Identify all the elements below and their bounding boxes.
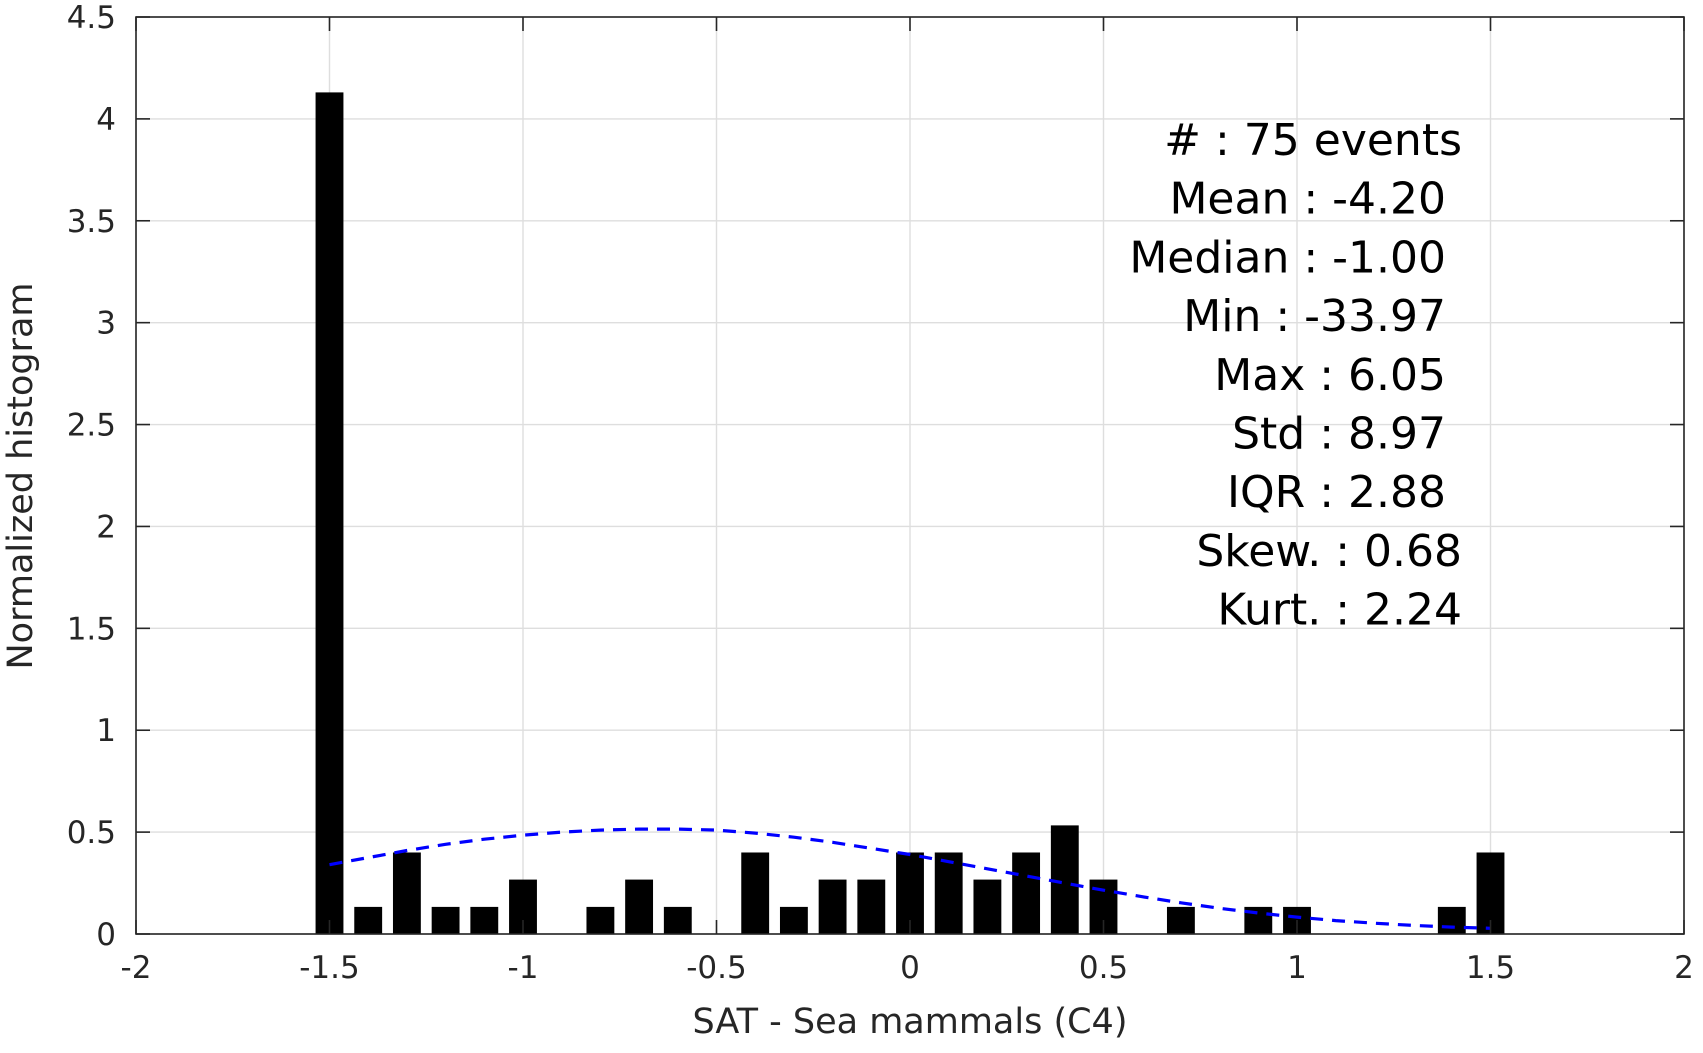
y-tick-label: 0 xyxy=(96,917,116,953)
grid-layer xyxy=(135,16,1685,935)
histogram-bar xyxy=(818,879,847,934)
histogram-bar xyxy=(1050,825,1079,934)
y-tick-label: 4 xyxy=(96,102,116,138)
normal-fit-curve xyxy=(329,827,1491,930)
x-tick-label: 0 xyxy=(900,950,920,986)
y-tick-label: 2.5 xyxy=(67,408,116,444)
histogram-bar xyxy=(1437,906,1466,934)
y-tick-label: 2 xyxy=(96,509,116,545)
tick-labels-layer: -2 -1.5 -1 -0.5 0 0.5 1 1.5 2 0 0.5 1 1.5 2 2.5 3 3.5 4 4.… xyxy=(67,0,1694,986)
y-axis-label: Normalized histogram xyxy=(1,282,41,669)
histogram-bar xyxy=(625,879,654,934)
stat-line: IQR : 2.88 xyxy=(1227,467,1446,518)
axes-layer xyxy=(135,16,1685,935)
stat-line: Max : 6.05 xyxy=(1214,350,1446,401)
y-tick-label: 1.5 xyxy=(67,611,116,647)
stat-line: Kurt. : 2.24 xyxy=(1217,585,1462,636)
y-tick-label: 3.5 xyxy=(67,204,116,240)
x-tick-label: 2 xyxy=(1674,950,1694,986)
stat-line: Mean : -4.20 xyxy=(1169,174,1446,225)
y-tick-label: 3 xyxy=(96,306,116,342)
histogram-bar xyxy=(857,879,886,934)
x-tick-label: -1 xyxy=(508,950,539,986)
stat-line: # : 75 events xyxy=(1164,115,1462,166)
x-tick-label: 0.5 xyxy=(1079,950,1128,986)
histogram-bar xyxy=(586,906,615,934)
bars-layer xyxy=(315,92,1505,935)
histogram-bar xyxy=(1166,906,1195,934)
histogram-bar xyxy=(779,906,808,934)
histogram-bar xyxy=(1012,852,1041,934)
stat-line: Std : 8.97 xyxy=(1232,409,1446,460)
y-tick-label: 1 xyxy=(96,713,116,749)
y-tick-label: 4.5 xyxy=(67,0,116,36)
stat-line: Skew. : 0.68 xyxy=(1196,526,1462,577)
stat-line: Min : -33.97 xyxy=(1183,291,1446,342)
stats-box: # : 75 events Mean : -4.20 Median : -1.00 M… xyxy=(1129,115,1462,636)
x-tick-label: 1 xyxy=(1287,950,1307,986)
histogram-bar xyxy=(663,906,692,934)
histogram-bar xyxy=(470,906,499,934)
x-tick-label: -0.5 xyxy=(686,950,747,986)
histogram-bar xyxy=(354,906,383,934)
histogram-bar xyxy=(315,92,344,935)
x-tick-label: -2 xyxy=(121,950,152,986)
histogram-bar xyxy=(741,852,770,934)
x-tick-label: 1.5 xyxy=(1466,950,1515,986)
x-tick-label: -1.5 xyxy=(299,950,360,986)
histogram-bar xyxy=(973,879,1002,934)
y-tick-label: 0.5 xyxy=(67,815,116,851)
fit-curve-layer xyxy=(329,827,1491,930)
histogram-bar xyxy=(934,852,963,934)
histogram-bar xyxy=(392,852,421,934)
x-axis-label: SAT - Sea mammals (C4) xyxy=(693,1002,1128,1042)
histogram-bar xyxy=(431,906,460,934)
stat-line: Median : -1.00 xyxy=(1129,232,1446,283)
